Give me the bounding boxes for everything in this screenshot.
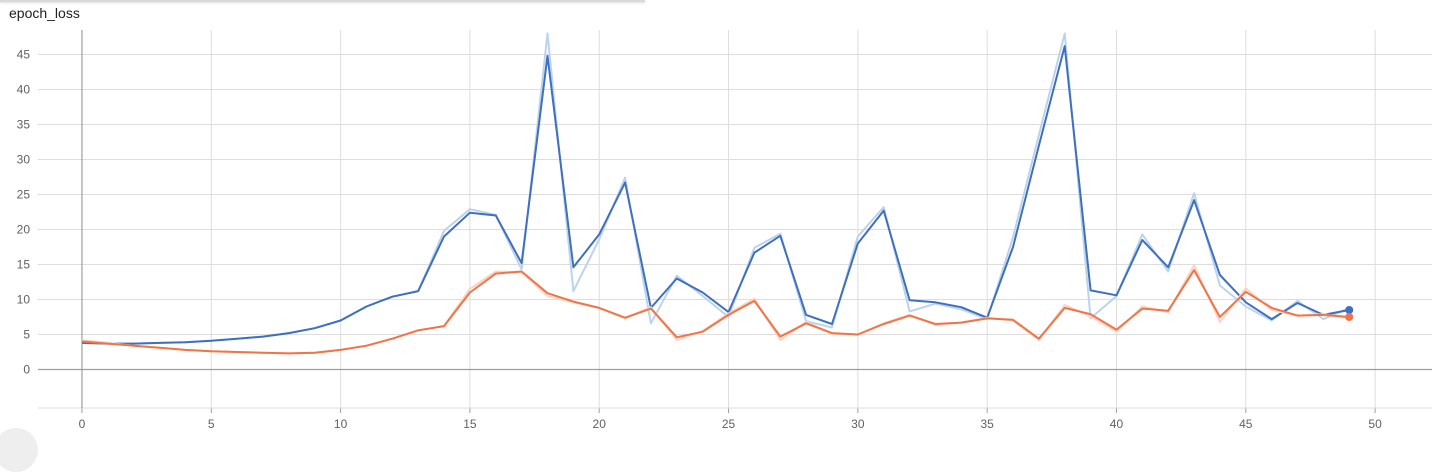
- fab-button[interactable]: [0, 428, 38, 472]
- x-tick-label: 25: [722, 417, 736, 431]
- x-tick-label: 40: [1110, 417, 1124, 431]
- y-tick-label: 10: [17, 293, 31, 307]
- x-tick-label: 50: [1368, 417, 1382, 431]
- y-tick-label: 30: [17, 153, 31, 167]
- y-tick-label: 5: [23, 328, 30, 342]
- series-2-smoothed-line[interactable]: [81, 269, 1350, 355]
- y-tick-label: 35: [17, 118, 31, 132]
- series-lines[interactable]: [81, 32, 1354, 355]
- grid-lines: [38, 30, 1432, 408]
- y-tick-label: 45: [17, 48, 31, 62]
- y-tick-label: 25: [17, 188, 31, 202]
- y-tick-label: 15: [17, 258, 31, 272]
- line-chart[interactable]: 0 5 10 15 20 25 30 35 40 45 0 5 10 15 20 25 30 35 40 45 50: [0, 0, 1446, 438]
- chart-title: epoch_loss: [9, 5, 80, 21]
- series-1-end-marker: [1345, 306, 1354, 314]
- x-tick-label: 30: [851, 417, 865, 431]
- x-tick-label: 5: [208, 417, 215, 431]
- y-tick-label: 40: [17, 83, 31, 97]
- y-tick-label: 20: [17, 223, 31, 237]
- series-1-raw-line: [81, 32, 1350, 345]
- y-tick-label: 0: [23, 363, 30, 377]
- x-tick-label: 15: [463, 417, 477, 431]
- x-tick-label: 0: [79, 417, 86, 431]
- y-tick-labels: 0 5 10 15 20 25 30 35 40 45: [17, 48, 31, 377]
- series-2-end-marker: [1345, 313, 1354, 321]
- axes: [38, 30, 1432, 413]
- x-tick-label: 20: [593, 417, 607, 431]
- series-1-smoothed-line[interactable]: [81, 45, 1350, 345]
- card-header-edge: [0, 0, 645, 2]
- x-tick-label: 35: [980, 417, 994, 431]
- x-tick-label: 10: [334, 417, 348, 431]
- x-tick-labels: 0 5 10 15 20 25 30 35 40 45 50: [79, 417, 1382, 431]
- x-tick-label: 45: [1239, 417, 1253, 431]
